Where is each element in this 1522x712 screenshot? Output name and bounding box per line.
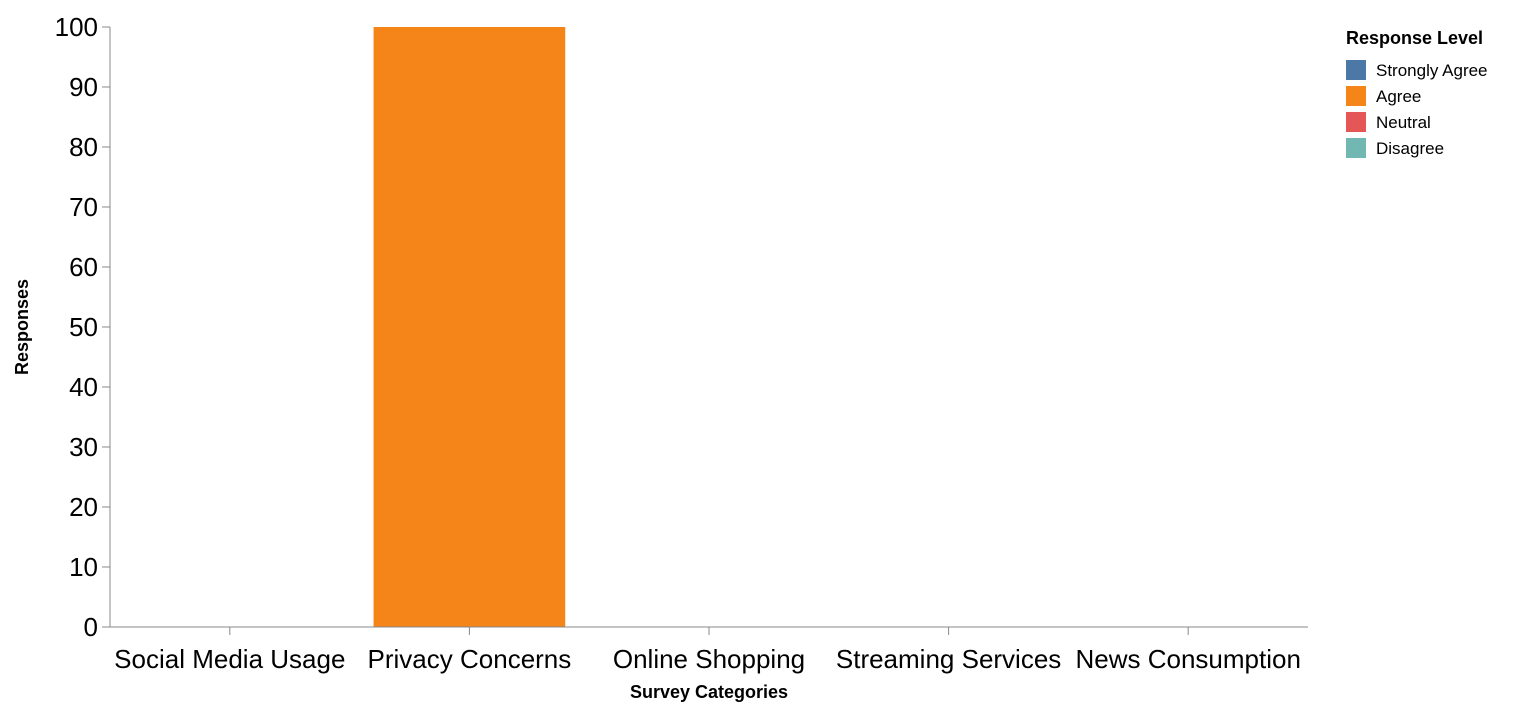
bar-1-series-1 [373,27,566,627]
x-tick-label: News Consumption [1075,644,1300,674]
x-tick-label: Privacy Concerns [368,644,572,674]
legend-swatch-3 [1346,138,1366,158]
x-tick-label: Online Shopping [613,644,805,674]
legend-label-0: Strongly Agree [1376,61,1488,80]
y-tick-label: 90 [69,72,98,102]
x-axis-title: Survey Categories [630,682,788,702]
x-axis: Social Media Usage Privacy Concerns Online… [110,626,1308,674]
legend-title: Response Level [1346,28,1483,48]
x-tick-label: Streaming Services [836,644,1061,674]
legend-swatch-0 [1346,60,1366,80]
y-tick-label: 40 [69,372,98,402]
y-tick-label: 70 [69,192,98,222]
y-tick-label: 100 [55,12,98,42]
y-tick-label: 60 [69,252,98,282]
y-tick-label: 50 [69,312,98,342]
y-tick-label: 20 [69,492,98,522]
legend-swatch-1 [1346,86,1366,106]
y-tick-label: 80 [69,132,98,162]
y-axis-title: Responses [12,279,32,375]
legend-label-3: Disagree [1376,139,1444,158]
legend-label-1: Agree [1376,87,1421,106]
y-tick-label: 0 [84,612,98,642]
y-axis: 0 10 20 30 40 50 60 70 80 90 100 [55,12,111,642]
legend-label-2: Neutral [1376,113,1431,132]
y-tick-label: 30 [69,432,98,462]
legend: Response Level Strongly Agree Agree Neutra… [1346,28,1488,158]
bars [373,27,566,627]
legend-swatch-2 [1346,112,1366,132]
x-tick-label: Social Media Usage [114,644,345,674]
y-tick-label: 10 [69,552,98,582]
